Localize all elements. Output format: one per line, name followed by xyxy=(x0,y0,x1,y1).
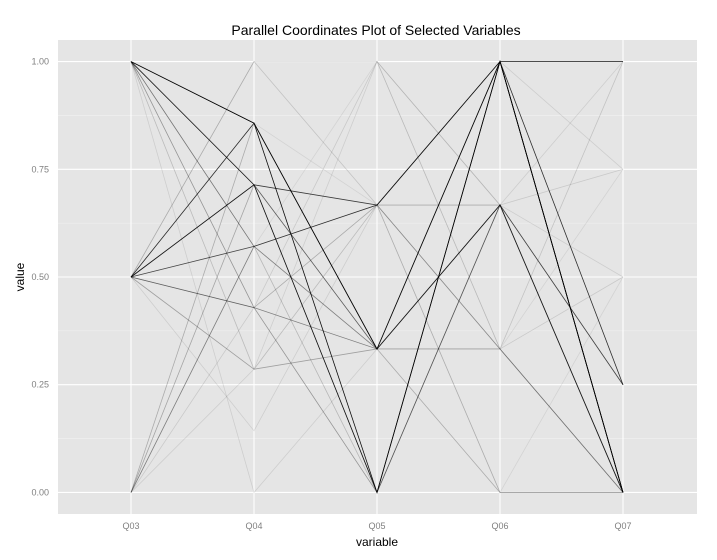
y-tick-labels: 0.00 0.25 0.50 0.75 1.00 xyxy=(31,57,49,498)
x-tick-label: Q05 xyxy=(368,521,385,531)
series-line xyxy=(130,60,624,493)
chart-title: Parallel Coordinates Plot of Selected Va… xyxy=(231,22,520,38)
x-tick-label: Q04 xyxy=(245,521,262,531)
x-tick-label: Q06 xyxy=(491,521,508,531)
series-lines xyxy=(130,60,624,494)
y-tick-label: 0.50 xyxy=(31,272,49,282)
series-line xyxy=(130,61,624,278)
series-line xyxy=(130,60,624,494)
y-axis-title: value xyxy=(13,262,27,291)
x-axis-title: variable xyxy=(356,535,398,549)
x-tick-label: Q03 xyxy=(122,521,139,531)
x-tick-labels: Q03 Q04 Q05 Q06 Q07 xyxy=(122,521,631,531)
x-tick-label: Q07 xyxy=(614,521,631,531)
series-line xyxy=(130,60,624,350)
y-tick-label: 0.75 xyxy=(31,164,49,174)
series-line xyxy=(130,60,624,385)
y-tick-label: 0.00 xyxy=(31,487,49,497)
series-line xyxy=(130,60,624,493)
y-tick-label: 1.00 xyxy=(31,57,49,67)
y-tick-label: 0.25 xyxy=(31,380,49,390)
